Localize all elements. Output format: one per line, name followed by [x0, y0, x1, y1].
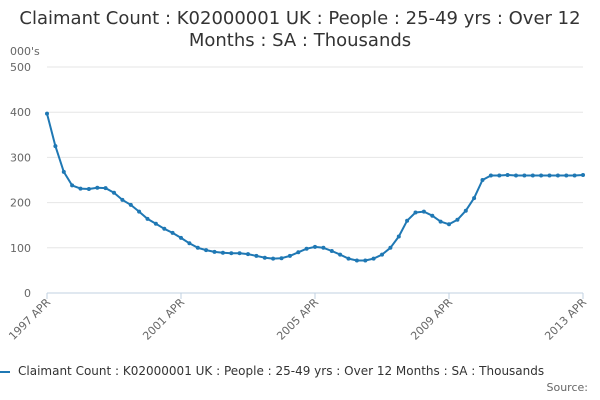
data-point [363, 258, 368, 263]
data-point [388, 245, 393, 250]
data-point [338, 252, 343, 257]
data-point [380, 252, 384, 257]
data-point [137, 209, 142, 214]
data-point [229, 251, 234, 256]
data-point [212, 249, 217, 254]
x-tick-label: 1997 APR [6, 296, 53, 343]
data-point [371, 256, 376, 261]
data-point [396, 234, 401, 239]
data-point [254, 253, 259, 258]
data-point [271, 256, 276, 261]
data-point [153, 221, 158, 226]
data-point [354, 258, 359, 263]
data-point [547, 173, 552, 178]
data-point [128, 202, 133, 207]
legend-line-icon [0, 370, 10, 373]
data-point [179, 235, 183, 240]
data-point [514, 173, 518, 178]
y-tick-label: 100 [10, 242, 31, 255]
x-tick-label: 2005 APR [274, 296, 321, 343]
data-point [296, 250, 301, 255]
y-tick-label: 200 [10, 197, 31, 210]
data-point [455, 217, 460, 222]
x-tick-label: 2009 APR [408, 296, 455, 343]
data-point [572, 173, 577, 178]
data-point [522, 173, 527, 178]
source-label: Source: [546, 381, 589, 394]
data-point [413, 210, 418, 215]
data-point [346, 256, 351, 261]
data-point [555, 173, 560, 178]
data-point [53, 144, 58, 149]
data-point [95, 185, 100, 190]
data-point [195, 245, 200, 250]
data-point [505, 173, 510, 177]
data-point [61, 169, 66, 174]
data-point [187, 241, 192, 246]
data-point [45, 111, 49, 116]
data-point [447, 222, 451, 227]
data-point [78, 186, 83, 191]
y-tick-label: 300 [10, 151, 31, 164]
data-point [246, 252, 250, 257]
data-point [421, 209, 426, 214]
legend: Claimant Count : K02000001 UK : People :… [0, 364, 544, 382]
data-point [287, 253, 292, 258]
y-tick-label: 400 [10, 106, 31, 119]
data-point [530, 173, 535, 178]
data-point [204, 248, 209, 253]
data-point [463, 208, 468, 213]
data-point [438, 219, 443, 224]
data-point [405, 218, 410, 223]
data-point [329, 249, 334, 253]
data-point [262, 255, 267, 260]
data-point [103, 186, 108, 191]
data-point [564, 173, 569, 178]
x-tick-label: 2001 APR [140, 296, 187, 343]
chart-title: Claimant Count : K02000001 UK : People :… [19, 8, 581, 51]
data-point [430, 213, 435, 218]
data-point [279, 256, 284, 261]
data-point [581, 173, 585, 177]
x-axis: 1997 APR 2001 APR 2005 APR 2009 APR 2013 APR [6, 293, 589, 343]
data-point [162, 226, 167, 231]
data-point [120, 197, 125, 202]
data-point [112, 190, 116, 195]
data-point [539, 173, 544, 178]
data-point [145, 216, 150, 221]
y-tick-labels: 0 100 200 300 400 500 [10, 61, 31, 300]
y-tick-label: 500 [10, 61, 31, 74]
series-group [45, 111, 585, 263]
data-point [472, 196, 477, 201]
legend-label: Claimant Count : K02000001 UK : People :… [18, 364, 545, 378]
data-point [313, 244, 317, 249]
data-point [488, 173, 493, 178]
data-point [70, 183, 75, 188]
data-point [304, 246, 309, 251]
data-point [86, 187, 91, 191]
y-axis-label: 000's [10, 45, 40, 58]
data-point [220, 250, 225, 255]
y-tick-label: 0 [24, 287, 31, 300]
gridlines [47, 66, 583, 294]
data-point [497, 173, 502, 178]
x-tick-label: 2013 APR [542, 296, 589, 343]
series-line [46, 113, 584, 262]
data-point [480, 178, 485, 182]
data-point [237, 251, 242, 256]
data-point [321, 245, 326, 250]
data-point [170, 230, 175, 235]
